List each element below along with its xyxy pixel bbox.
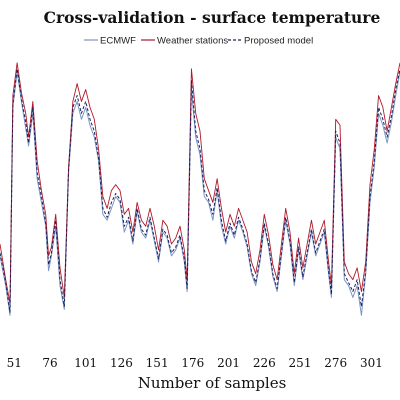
x-tick-label: 251 — [289, 356, 312, 370]
x-tick-label: 76 — [42, 356, 57, 370]
chart-title: Cross-validation - surface temperature — [44, 8, 381, 27]
legend: ECMWF Weather stations Proposed model — [84, 36, 313, 47]
x-tick-label: 176 — [181, 356, 204, 370]
x-tick-label: 301 — [360, 356, 383, 370]
legend-item-proposed-model: Proposed model — [228, 36, 313, 47]
x-tick-label: 226 — [253, 356, 276, 370]
x-tick-label: 276 — [324, 356, 347, 370]
x-tick-label: 101 — [74, 356, 97, 370]
legend-item-weather-stations: Weather stations — [141, 36, 228, 47]
x-tick-label: 51 — [7, 356, 22, 370]
legend-label-ecmwf: ECMWF — [100, 36, 136, 47]
x-axis-label: Number of samples — [138, 374, 287, 392]
plot-area — [0, 62, 400, 316]
legend-label-weather-stations: Weather stations — [157, 36, 228, 47]
x-tick-label: 151 — [146, 356, 169, 370]
legend-item-ecmwf: ECMWF — [84, 36, 136, 47]
x-axis-ticks: 51 76 101 126 151 176 201 226 251 276 301 — [7, 356, 383, 370]
x-tick-label: 126 — [110, 356, 133, 370]
x-tick-label: 201 — [217, 356, 240, 370]
series-line-weather-stations — [0, 62, 400, 304]
legend-label-proposed-model: Proposed model — [244, 36, 313, 47]
series-line-proposed-model — [0, 68, 400, 313]
